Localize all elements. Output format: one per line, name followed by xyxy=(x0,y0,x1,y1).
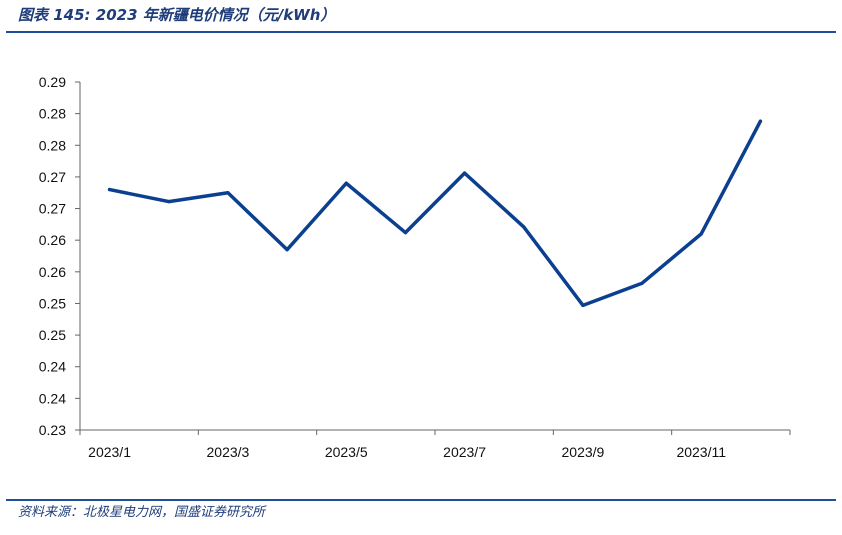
data-point xyxy=(640,281,644,285)
source-note: 资料来源：北极星电力网，国盛证券研究所 xyxy=(18,505,266,520)
y-axis-ticks: 0.29 0.28 0.28 0.27 0.27 0.26 0.26 0.25 0.25 0.24… xyxy=(39,74,80,438)
x-axis-ticks: 2023/1 2023/3 2023/5 2023/7 2023/9 2023/11 xyxy=(79,430,791,460)
data-point xyxy=(403,230,408,235)
y-tick-label: 0.24 xyxy=(39,390,66,406)
y-tick-label: 0.26 xyxy=(39,232,66,248)
y-tick-label: 0.27 xyxy=(39,169,66,185)
x-tick-label: 2023/7 xyxy=(443,444,486,460)
series-line xyxy=(107,119,763,308)
y-tick-label: 0.26 xyxy=(39,264,66,280)
x-tick-label: 2023/9 xyxy=(562,444,605,460)
data-point xyxy=(344,181,348,185)
y-tick-label: 0.24 xyxy=(39,359,66,375)
data-point xyxy=(522,225,526,229)
y-tick-label: 0.25 xyxy=(39,295,66,311)
chart-axes xyxy=(79,82,790,431)
data-point xyxy=(699,232,703,236)
data-point xyxy=(285,248,289,252)
data-point xyxy=(226,191,230,195)
series-layer xyxy=(107,119,763,308)
x-tick-label: 2023/11 xyxy=(676,444,726,460)
y-tick-label: 0.25 xyxy=(39,327,66,343)
footer-rule xyxy=(6,499,836,501)
data-point xyxy=(107,187,112,192)
y-tick-label: 0.28 xyxy=(39,106,66,122)
chart-title: 图表 145: 2023 年新疆电价情况（元/kWh） xyxy=(18,6,336,24)
y-tick-label: 0.23 xyxy=(39,422,66,438)
y-tick-label: 0.27 xyxy=(39,201,66,217)
data-point xyxy=(581,303,585,307)
x-tick-label: 2023/5 xyxy=(325,444,368,460)
header-rule xyxy=(6,31,836,33)
data-point xyxy=(167,199,171,204)
y-tick-label: 0.28 xyxy=(39,137,66,153)
x-tick-label: 2023/3 xyxy=(207,444,250,460)
y-tick-label: 0.29 xyxy=(39,74,66,90)
data-point xyxy=(462,171,467,175)
x-tick-label: 2023/1 xyxy=(88,444,131,460)
data-point xyxy=(758,119,763,123)
